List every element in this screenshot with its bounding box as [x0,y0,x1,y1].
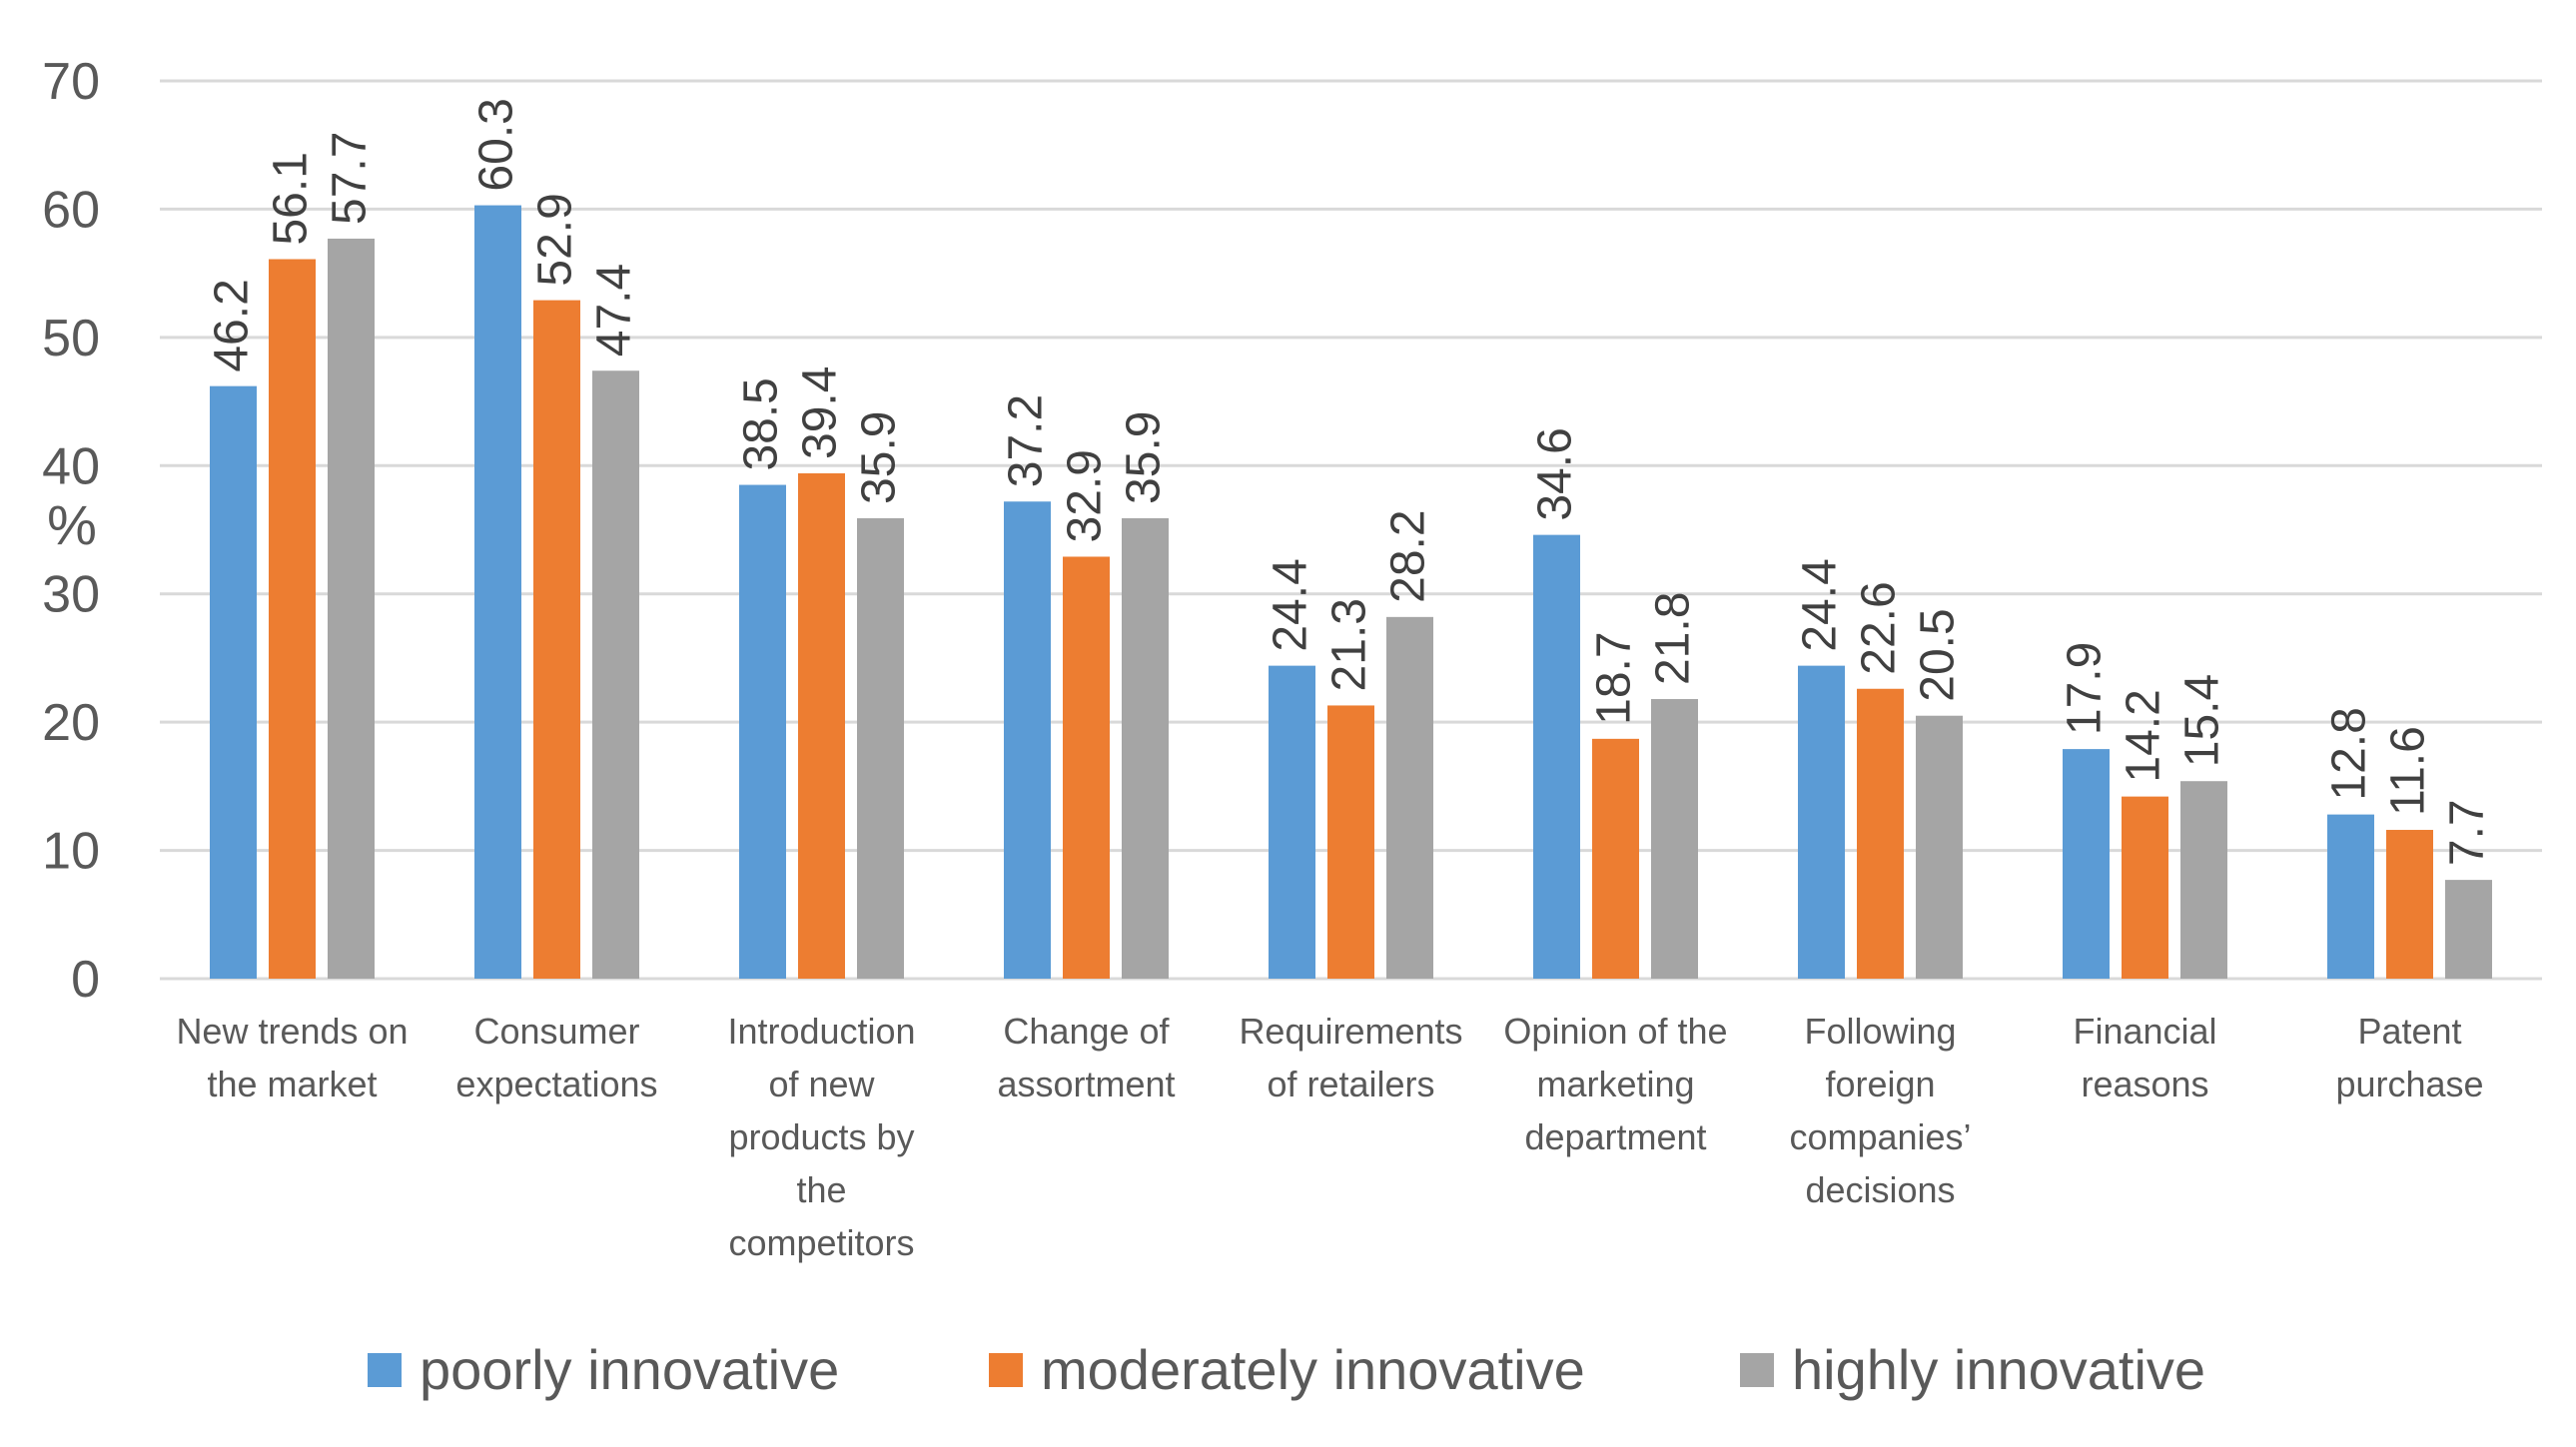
x-tick-label: New trends on the market [176,1011,408,1104]
legend-swatch [368,1353,402,1387]
bar [857,517,904,979]
data-labels: 46.2 60.3 38.5 37.2 24.4 34.6 24.4 17.9 12.8 56.1… [206,98,2494,866]
legend-swatch [1740,1353,1774,1387]
bar [1386,616,1433,979]
legend: poorly innovative moderately innovative hi… [368,1338,2205,1401]
y-tick-label: 30 [42,566,100,624]
data-label: 38.5 [735,377,788,470]
y-tick-label: 60 [42,181,100,239]
y-tick-label: 50 [42,310,100,367]
data-label: 60.3 [470,98,523,191]
data-label: 46.2 [206,279,259,371]
bar [328,238,375,979]
bar [1327,705,1374,979]
bar [533,300,580,979]
bar [2327,814,2374,979]
data-label: 21.8 [1647,592,1700,685]
bar [739,484,786,979]
data-label: 7.7 [2441,799,2494,866]
data-label: 24.4 [1265,558,1317,651]
x-axis-categories: New trends on the market Consumer expectati… [176,1011,2483,1263]
data-label: 39.4 [794,366,847,459]
x-tick-label: Introduction of new products by the competit… [727,1011,915,1263]
y-tick-label: 0 [71,951,100,1009]
bar [798,472,845,979]
data-label: 14.2 [2118,689,2170,782]
bar [1798,665,1845,979]
data-label: 12.8 [2323,707,2376,800]
bar [2180,781,2227,979]
data-label: 57.7 [324,132,377,225]
x-tick-label: Change of assortment [997,1011,1175,1104]
legend-label: moderately innovative [1041,1338,1585,1401]
data-label: 52.9 [529,193,582,286]
legend-swatch [989,1353,1023,1387]
bars [210,205,2492,980]
data-label: 35.9 [1118,411,1171,504]
data-label: 11.6 [2382,726,2435,816]
x-tick-label: Patent purchase [2335,1011,2483,1104]
bar [1857,688,1904,979]
data-label: 34.6 [1529,427,1582,520]
data-label: 32.9 [1059,449,1112,542]
bar [2063,749,2110,979]
bar [2445,880,2492,979]
bar [1533,534,1580,979]
data-label: 47.4 [588,264,641,357]
y-tick-label: 10 [42,823,100,881]
bar [2122,796,2168,979]
bar [1269,665,1315,979]
x-tick-label: Opinion of the marketing department [1503,1011,1727,1157]
data-label: 28.2 [1382,509,1435,602]
bar [269,259,316,979]
y-axis-ticks: 0 10 20 30 40 50 60 70 [42,53,100,1009]
x-tick-label: Consumer expectations [455,1011,657,1104]
legend-label: highly innovative [1792,1338,2205,1401]
bar [1592,738,1639,979]
y-tick-label: 70 [42,53,100,111]
data-label: 21.3 [1323,598,1376,691]
x-tick-label: Requirements of retailers [1239,1011,1462,1104]
bar [1004,501,1051,979]
bar [1651,699,1698,979]
y-tick-label: 40 [42,437,100,495]
bar [1122,517,1169,979]
data-label: 18.7 [1588,631,1641,724]
y-tick-label: 20 [42,694,100,752]
data-label: 20.5 [1912,608,1965,701]
data-label: 15.4 [2176,674,2229,767]
data-label: 56.1 [265,152,318,245]
data-label: 17.9 [2059,642,2112,735]
data-label: 22.6 [1853,581,1906,674]
data-label: 35.9 [853,411,906,504]
x-tick-label: Financial reasons [2073,1011,2216,1104]
bar [592,370,639,980]
bar [210,385,257,979]
bar [474,205,521,980]
legend-label: poorly innovative [420,1338,839,1401]
bar [1916,715,1963,979]
x-tick-label: Following foreign companies’ decisions [1789,1011,1971,1210]
bar [1063,556,1110,979]
bar [2386,830,2433,979]
y-axis-label: % [47,493,97,556]
data-label: 37.2 [1000,394,1053,487]
data-label: 24.4 [1794,558,1847,651]
